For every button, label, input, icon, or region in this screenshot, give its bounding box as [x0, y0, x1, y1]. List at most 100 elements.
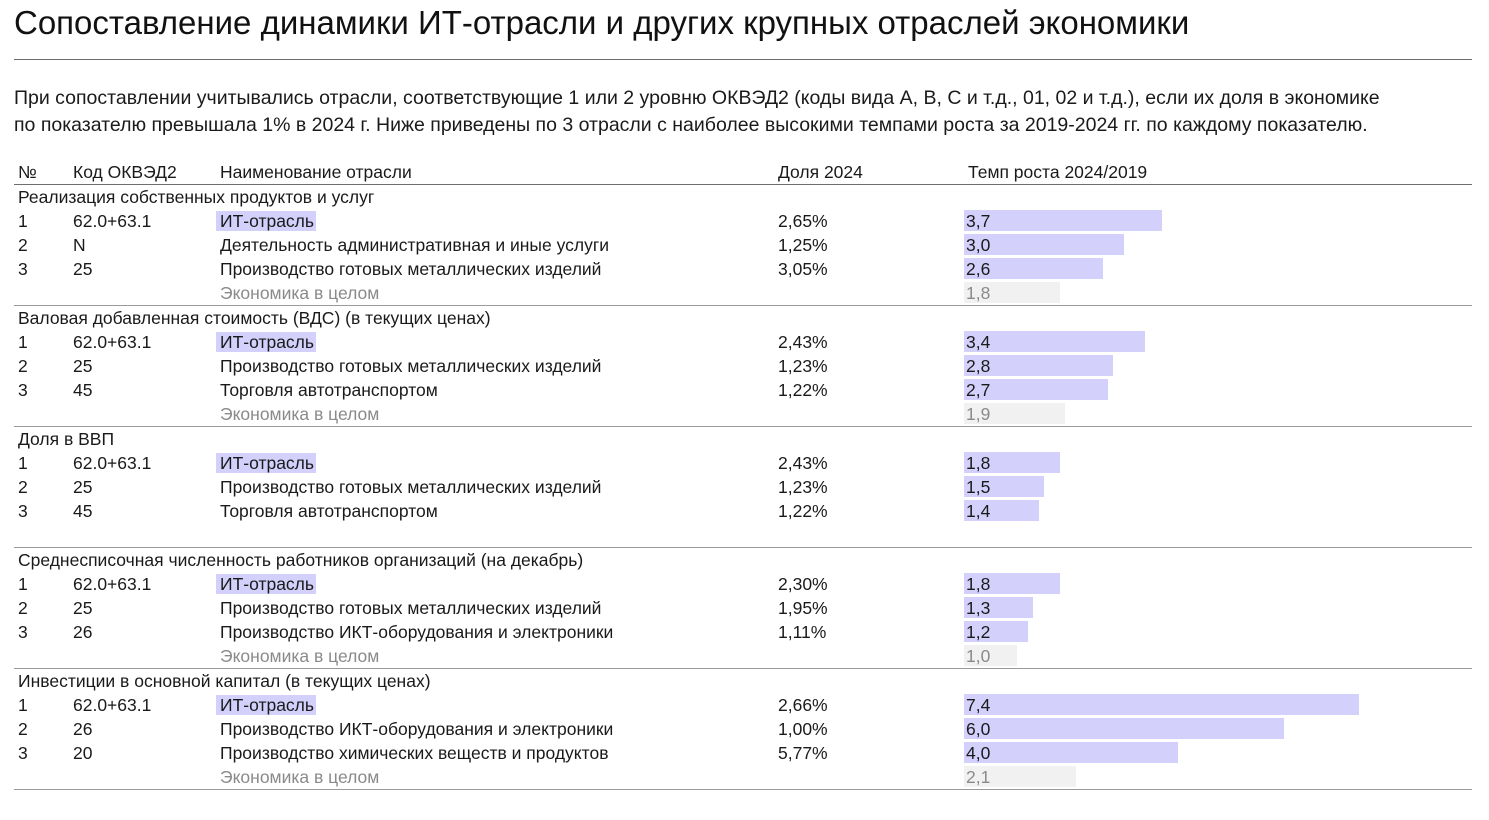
table-row: 3 26 Производство ИКТ-оборудования и элект… — [14, 620, 1472, 644]
description-line-1: При сопоставлении учитывались отрасли, с… — [14, 87, 1380, 109]
row-number: 1 — [18, 332, 28, 352]
growth-rate-bar — [964, 355, 1113, 376]
section-title: Инвестиции в основной капитал (в текущих… — [18, 671, 431, 691]
table-row: 3 45 Торговля автотранспортом 1,22% 2,7 — [14, 378, 1472, 402]
row-number: 2 — [18, 356, 28, 376]
economy-name: Экономика в целом — [220, 767, 380, 787]
industry-name: Торговля автотранспортом — [220, 501, 438, 521]
table-row: 2 N Деятельность административная и иные у… — [14, 233, 1472, 257]
section-title: Реализация собственных продуктов и услуг — [18, 187, 375, 207]
growth-rate-label: 3,7 — [966, 211, 991, 231]
economy-row: Экономика в целом 1,8 — [14, 281, 1472, 306]
economy-rate-label: 1,9 — [966, 404, 991, 424]
industry-name: Производство готовых металлических издел… — [220, 477, 602, 497]
table-section: Инвестиции в основной капитал (в текущих… — [14, 669, 1472, 790]
economy-rate-cell: 1,0 — [964, 644, 1474, 668]
growth-rate-label: 1,4 — [966, 501, 991, 521]
growth-rate-bar — [964, 742, 1178, 763]
share-2024: 3,05% — [778, 259, 828, 279]
industry-name-cell: ИТ-отрасль — [216, 693, 317, 717]
table-row: 2 26 Производство ИКТ-оборудования и элект… — [14, 717, 1472, 741]
industry-name-cell: Торговля автотранспортом — [220, 378, 438, 402]
economy-name: Экономика в целом — [220, 404, 380, 424]
table-row: 1 62.0+63.1 ИТ-отрасль 2,43% 1,8 — [14, 451, 1472, 475]
share-2024: 1,22% — [778, 380, 828, 400]
share-2024: 2,30% — [778, 574, 828, 594]
row-number: 1 — [18, 574, 28, 594]
description-line-2: по показателю превышала 1% в 2024 г. Ниж… — [14, 114, 1368, 136]
okved-code: 26 — [73, 719, 93, 739]
table-row: 2 25 Производство готовых металлических из… — [14, 475, 1472, 499]
growth-rate-cell: 1,8 — [964, 572, 1474, 596]
growth-rate-cell: 1,3 — [964, 596, 1474, 620]
share-2024: 2,43% — [778, 453, 828, 473]
column-header-share: Доля 2024 — [778, 162, 863, 182]
industry-name-cell: ИТ-отрасль — [216, 451, 317, 475]
economy-rate-label: 1,0 — [966, 646, 991, 666]
table-section: Валовая добавленная стоимость (ВДС) (в т… — [14, 306, 1472, 427]
economy-rate-label: 1,8 — [966, 283, 991, 303]
row-number: 2 — [18, 477, 28, 497]
growth-rate-label: 1,8 — [966, 574, 991, 594]
economy-rate-cell: 1,8 — [964, 281, 1474, 305]
economy-row: Экономика в целом 1,0 — [14, 644, 1472, 669]
row-number: 2 — [18, 235, 28, 255]
industry-name: Производство готовых металлических издел… — [220, 356, 602, 376]
economy-rate-cell: 1,9 — [964, 402, 1474, 426]
growth-rate-bar — [964, 379, 1108, 400]
growth-rate-label: 2,8 — [966, 356, 991, 376]
growth-rate-bar — [964, 210, 1162, 231]
it-industry-name: ИТ-отрасль — [216, 574, 317, 594]
row-number: 3 — [18, 501, 28, 521]
growth-rate-cell: 3,0 — [964, 233, 1474, 257]
share-2024: 2,43% — [778, 332, 828, 352]
economy-rate-cell: 2,1 — [964, 765, 1474, 789]
column-header-code: Код ОКВЭД2 — [73, 162, 177, 182]
growth-rate-cell: 1,2 — [964, 620, 1474, 644]
economy-rate-bar — [964, 766, 1076, 787]
share-2024: 1,23% — [778, 477, 828, 497]
industry-name: Производство химических веществ и продук… — [220, 743, 609, 763]
growth-rate-label: 2,7 — [966, 380, 991, 400]
column-header-rate: Темп роста 2024/2019 — [968, 162, 1148, 182]
industry-name: Производство ИКТ-оборудования и электрон… — [220, 622, 614, 642]
okved-code: 25 — [73, 356, 93, 376]
growth-table: № Код ОКВЭД2 Наименование отрасли Доля 2… — [14, 160, 1472, 790]
row-number: 3 — [18, 259, 28, 279]
growth-rate-bar — [964, 476, 1044, 497]
table-row: 2 25 Производство готовых металлических из… — [14, 596, 1472, 620]
industry-name-cell: Производство готовых металлических издел… — [220, 475, 601, 499]
growth-rate-label: 2,6 — [966, 259, 991, 279]
share-2024: 1,95% — [778, 598, 828, 618]
share-2024: 2,66% — [778, 695, 828, 715]
table-row: 3 25 Производство готовых металлических из… — [14, 257, 1472, 281]
page-title: Сопоставление динамики ИТ-отрасли и друг… — [14, 4, 1190, 41]
growth-rate-bar — [964, 331, 1145, 352]
growth-rate-label: 3,0 — [966, 235, 991, 255]
industry-name-cell: ИТ-отрасль — [216, 572, 317, 596]
section-title-row: Инвестиции в основной капитал (в текущих… — [14, 669, 1472, 693]
section-title-row: Среднесписочная численность работников о… — [14, 548, 1472, 572]
table-row: 2 25 Производство готовых металлических из… — [14, 354, 1472, 378]
row-number: 3 — [18, 743, 28, 763]
growth-rate-cell: 2,6 — [964, 257, 1474, 281]
share-2024: 1,11% — [778, 622, 827, 642]
industry-name-cell: Производство готовых металлических издел… — [220, 354, 601, 378]
row-number: 1 — [18, 453, 28, 473]
growth-rate-bar — [964, 694, 1359, 715]
economy-name: Экономика в целом — [220, 283, 380, 303]
section-title-row: Реализация собственных продуктов и услуг — [14, 185, 1472, 209]
table-row: 1 62.0+63.1 ИТ-отрасль 2,43% 3,4 — [14, 330, 1472, 354]
it-industry-name: ИТ-отрасль — [216, 332, 317, 352]
okved-code: 45 — [73, 380, 93, 400]
it-industry-name: ИТ-отрасль — [216, 695, 317, 715]
growth-rate-cell: 1,4 — [964, 499, 1474, 523]
it-industry-name: ИТ-отрасль — [216, 211, 317, 231]
economy-rate-bar — [964, 282, 1060, 303]
growth-rate-cell: 4,0 — [964, 741, 1474, 765]
growth-rate-label: 1,2 — [966, 622, 991, 642]
industry-name-cell: Производство готовых металлических издел… — [220, 596, 601, 620]
growth-rate-label: 1,8 — [966, 453, 991, 473]
row-number: 2 — [18, 719, 28, 739]
row-number: 2 — [18, 598, 28, 618]
